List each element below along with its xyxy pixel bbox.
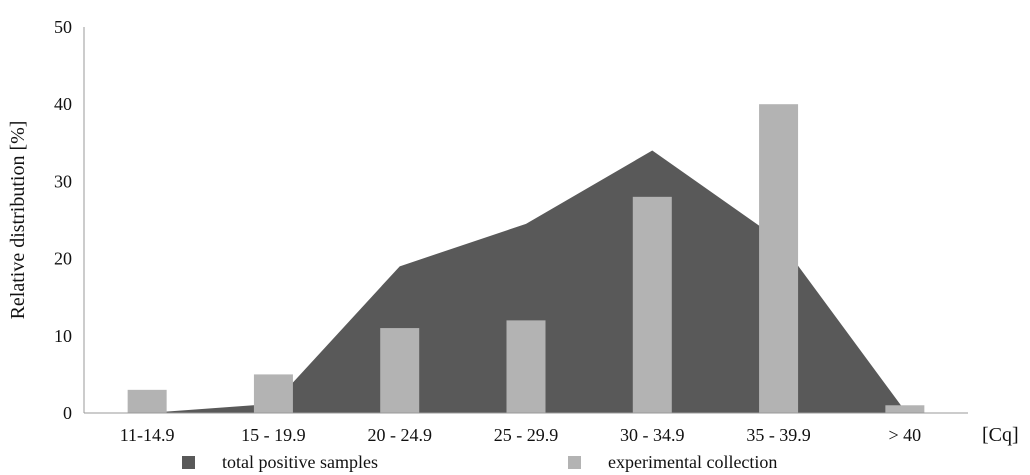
legend-item-total: total positive samples	[182, 452, 378, 473]
bar-experimental-6	[885, 405, 925, 413]
y-tick-label: 50	[54, 17, 72, 37]
legend-item-experimental: experimental collection	[568, 452, 777, 473]
x-tick-label: 30 - 34.9	[620, 425, 685, 445]
y-axis-label: Relative distribution [%]	[7, 121, 29, 320]
legend: total positive samples experimental coll…	[0, 452, 1030, 474]
y-tick-label: 40	[54, 94, 72, 114]
x-tick-label: 35 - 39.9	[746, 425, 811, 445]
legend-swatch-experimental	[568, 456, 581, 469]
legend-swatch-total	[182, 456, 195, 469]
chart: 0 10 20 30 40 50 11-14.9 15 - 19.9 20 - 24.9 25 …	[7, 17, 1019, 446]
y-tick-label: 20	[54, 249, 72, 269]
bar-experimental-5	[759, 104, 799, 413]
x-tick-label: > 40	[889, 425, 922, 445]
legend-label-experimental: experimental collection	[608, 452, 778, 472]
x-tick-label: 25 - 29.9	[494, 425, 559, 445]
y-tick-label: 30	[54, 171, 72, 191]
bar-experimental-1	[253, 374, 293, 413]
bar-experimental-0	[127, 389, 167, 413]
bar-experimental-2	[380, 328, 420, 413]
area-total-positive-samples	[147, 150, 905, 413]
bar-experimental-3	[506, 320, 546, 413]
x-tick-labels: 11-14.9 15 - 19.9 20 - 24.9 25 - 29.9 30 - 3…	[120, 425, 921, 445]
x-tick-label: 20 - 24.9	[367, 425, 432, 445]
x-tick-label: 15 - 19.9	[241, 425, 306, 445]
x-axis-label: [Cq]	[982, 424, 1019, 446]
y-tick-label: 10	[54, 326, 72, 346]
y-tick-label: 0	[63, 403, 72, 423]
x-tick-label: 11-14.9	[120, 425, 175, 445]
bar-series-layer	[127, 104, 925, 413]
bar-experimental-4	[632, 196, 672, 413]
y-tick-labels: 0 10 20 30 40 50	[54, 17, 72, 423]
legend-label-total: total positive samples	[222, 452, 378, 472]
